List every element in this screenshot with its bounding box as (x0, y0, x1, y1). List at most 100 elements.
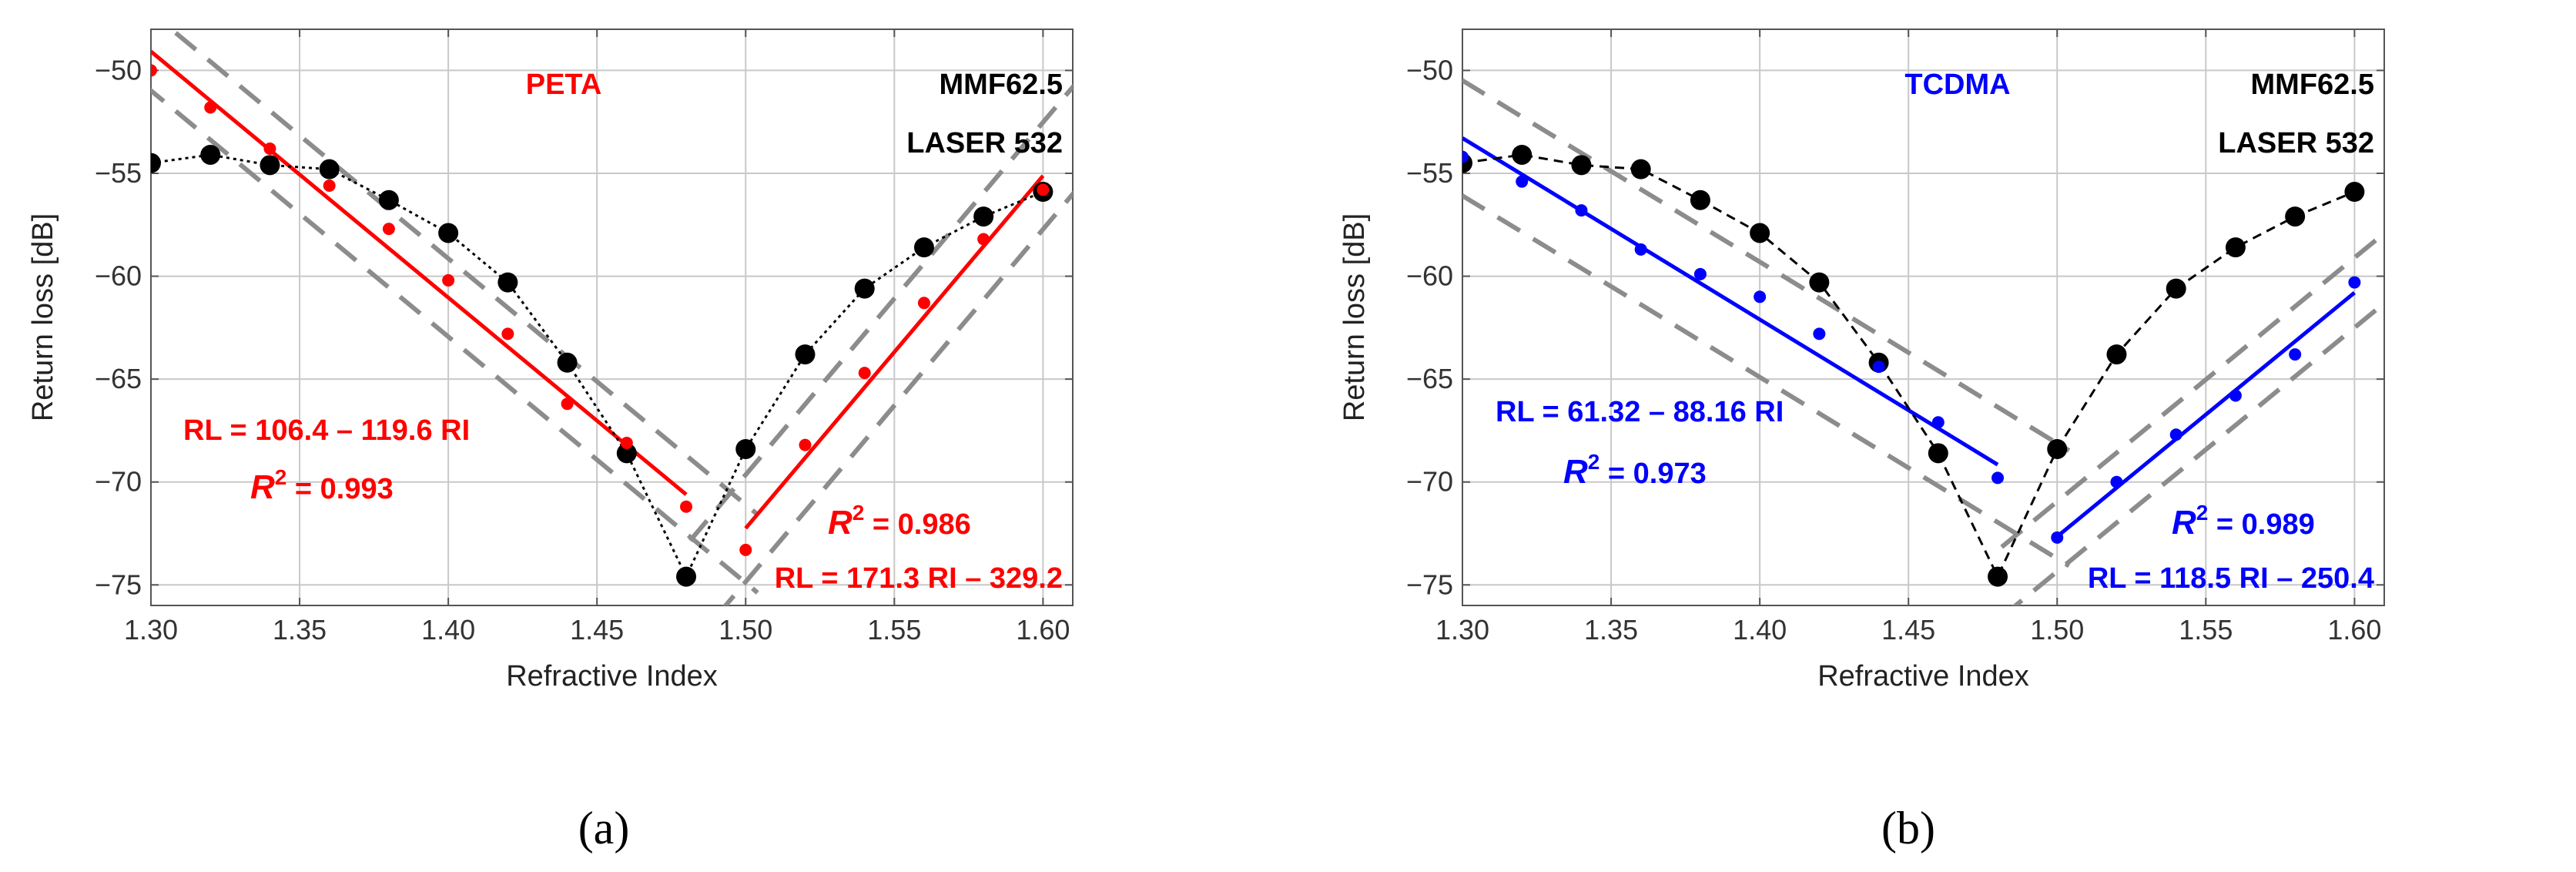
y-tick-label: −70 (95, 466, 142, 498)
polymer-point (1575, 204, 1588, 217)
fit-1-confidence-band (167, 29, 759, 517)
fit-1-confidence-band (1462, 77, 2071, 453)
y-tick-label: −75 (1406, 568, 1453, 600)
polymer-point (442, 273, 455, 287)
panel-label: (a) (578, 803, 630, 854)
polymer-point (917, 297, 930, 310)
x-axis-label: Refractive Index (1817, 660, 2029, 693)
polymer-point (858, 367, 871, 380)
y-tick-label: −65 (95, 363, 142, 394)
r-squared-value: = 0.989 (2208, 508, 2314, 541)
plot-area (151, 29, 1073, 605)
laser-label: LASER 532 (906, 127, 1063, 159)
polymer-point (263, 142, 276, 155)
fit-line-2 (744, 174, 1045, 530)
polymer-point (382, 223, 395, 236)
x-tick-label: 1.50 (2030, 614, 2084, 646)
fit-line-1 (151, 49, 688, 496)
polymer-point (204, 101, 217, 114)
y-tick-label: −55 (1406, 157, 1453, 189)
reference-point (260, 155, 280, 176)
reference-point (378, 189, 399, 210)
y-tick-label: −60 (95, 260, 142, 292)
x-tick-label: 1.55 (2179, 614, 2233, 646)
reference-point (973, 206, 994, 227)
polymer-point (1516, 175, 1529, 188)
reference-point (676, 566, 697, 587)
fit-2-confidence-band (688, 83, 1073, 542)
reference-point (1809, 272, 1830, 293)
y-tick-label: −75 (95, 568, 142, 600)
reference-point (319, 159, 340, 179)
polymer-point (1991, 471, 2005, 485)
reference-point (2047, 438, 2068, 459)
x-tick-label: 1.45 (1881, 614, 1935, 646)
y-axis-label: Return loss [dB] (27, 213, 59, 421)
r-symbol: R (828, 504, 853, 542)
reference-point (2166, 278, 2186, 299)
polymer-point (1872, 361, 1885, 374)
polymer-point (2289, 348, 2302, 361)
x-tick-label: 1.60 (2327, 614, 2381, 646)
polymer-point (977, 233, 990, 246)
reference-point (795, 344, 816, 365)
fit-2-confidence-band (2000, 230, 2384, 549)
polymer-point (151, 64, 157, 77)
polymer-point (1813, 327, 1826, 340)
y-tick-label: −60 (1406, 260, 1453, 292)
r-squared-value: = 0.993 (286, 473, 393, 505)
y-tick-label: −70 (1406, 466, 1453, 498)
polymer-point (1754, 290, 1767, 304)
polymer-point (1693, 267, 1707, 280)
polymer-point (620, 436, 633, 449)
plot-frame (1462, 29, 2385, 606)
laser-label: LASER 532 (2218, 127, 2374, 159)
x-tick-label: 1.35 (1584, 614, 1638, 646)
fit-line-1 (1462, 136, 1999, 467)
fiber-label: MMF62.5 (940, 69, 1063, 101)
y-tick-label: −55 (95, 157, 142, 189)
reference-point (616, 443, 637, 464)
fit-2-confidence-band (2012, 300, 2384, 605)
polymer-point (680, 500, 693, 513)
x-tick-label: 1.40 (1733, 614, 1787, 646)
polymer-point (2229, 389, 2242, 402)
reference-point (151, 153, 161, 173)
reference-point (200, 144, 221, 165)
r-superscript: 2 (2196, 501, 2209, 525)
r-superscript: 2 (853, 501, 865, 525)
reference-point (1750, 223, 1770, 243)
y-tick-label: −65 (1406, 363, 1453, 394)
reference-point (2106, 344, 2127, 365)
polymer-point (1462, 150, 1469, 163)
y-tick-label: −50 (95, 54, 142, 86)
plot-frame (150, 29, 1074, 606)
reference-point (1630, 159, 1651, 179)
reference-point (1571, 155, 1592, 176)
chart-panel-a: 1.30 1.35 1.40 1.45 1.50 1.55 1.60 −75 −70 −65 −60… (27, 29, 1074, 854)
r-squared-value: = 0.973 (1600, 458, 1706, 490)
polymer-point (2110, 475, 2123, 488)
polymer-point (1634, 243, 1647, 256)
fit-line-2 (2055, 291, 2356, 538)
r-superscript: 2 (275, 465, 287, 489)
x-axis-label: Refractive Index (506, 660, 718, 693)
r-superscript: 2 (1588, 450, 1600, 474)
polymer-point (739, 543, 752, 556)
reference-point (557, 352, 578, 373)
r-symbol: R (250, 468, 275, 506)
polymer-point (561, 397, 574, 411)
fiber-label: MMF62.5 (2251, 69, 2374, 101)
polymer-point (1037, 183, 1050, 196)
polymer-point (501, 327, 514, 340)
fit-equation-2: RL = 118.5 RI – 250.4 (2088, 562, 2374, 595)
fit-1-confidence-band (151, 87, 759, 595)
plot-area (1462, 77, 2384, 605)
reference-point (1690, 189, 1710, 210)
y-tick-label: −50 (1406, 54, 1453, 86)
reference-point (735, 438, 756, 459)
reference-point (2225, 237, 2246, 258)
reference-point (497, 272, 518, 293)
reference-point (1512, 144, 1533, 165)
